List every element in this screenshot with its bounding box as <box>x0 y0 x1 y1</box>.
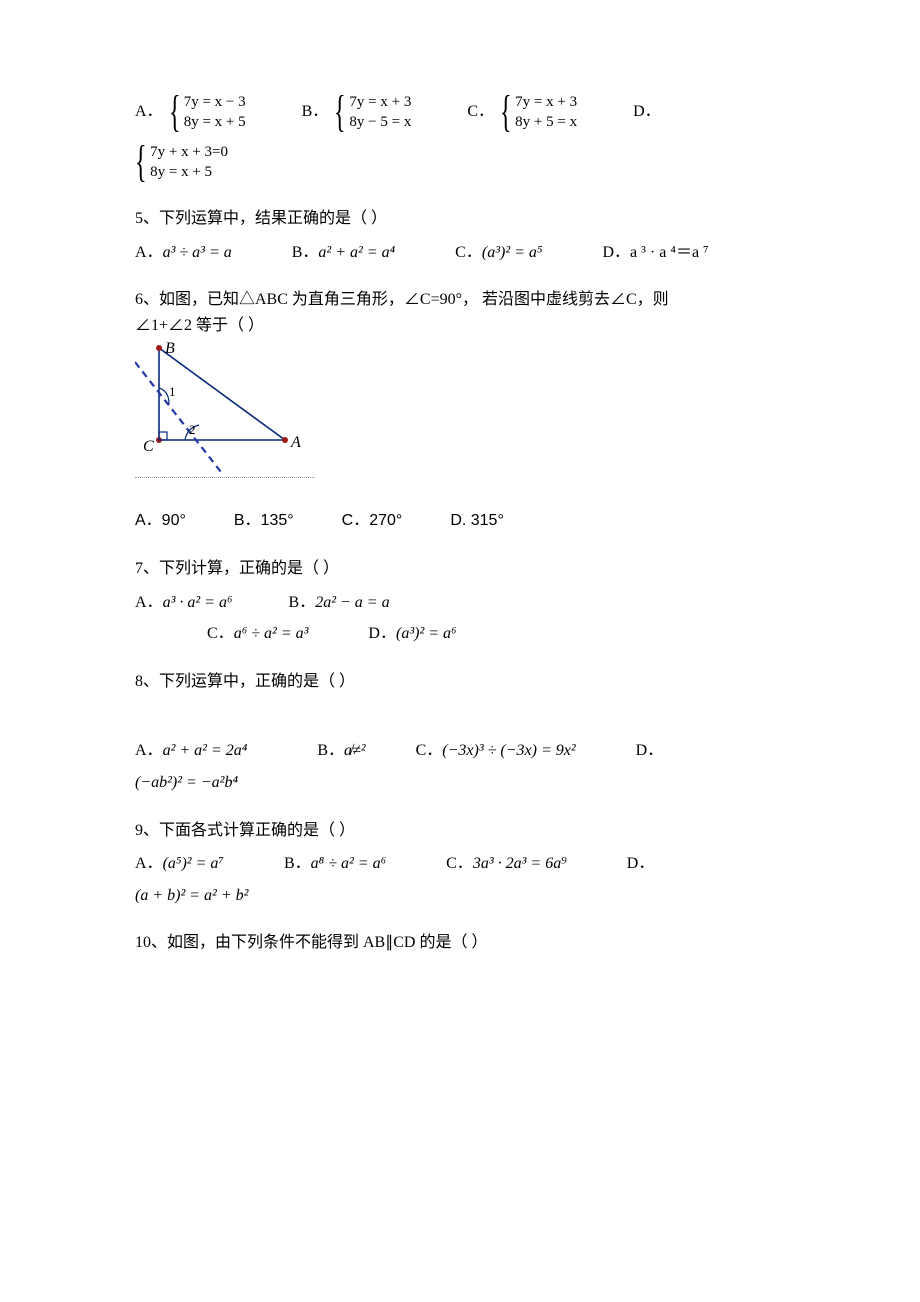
q9-d-label: D． <box>627 851 655 877</box>
q6-angle2: 2 <box>189 420 196 441</box>
q4-opt-d-row: { 7y + x + 3=0 8y = x + 5 <box>135 140 785 184</box>
q7-d-math: (a³)² = a⁶ <box>396 621 457 647</box>
q5-c-label: C． <box>455 240 482 266</box>
q6-angle1: 1 <box>169 382 176 403</box>
q8-stem: 8、下列运算中，正确的是（ ） <box>135 669 785 695</box>
q4-a-line1: 7y = x − 3 <box>184 92 246 112</box>
q4-opt-c-label: C． <box>467 99 494 125</box>
q7-row1: A． a³ · a² = a⁶ B． 2a² − a = a <box>135 590 785 616</box>
q4-c-line1: 7y = x + 3 <box>515 92 577 112</box>
q5-c-math: (a³)² = a⁵ <box>482 240 543 266</box>
q7-b-math: 2a² − a = a <box>315 590 389 616</box>
q9-row2: (a + b)² = a² + b² <box>135 883 785 909</box>
q6-stem2: ∠1+∠2 等于（ ） <box>135 313 785 339</box>
q8-b-label: B． <box>317 738 344 764</box>
q6-label-c: C <box>143 434 154 460</box>
q6-stem1: 6、如图，已知△ABC 为直角三角形，∠C=90°， 若沿图中虚线剪去∠C，则 <box>135 287 785 313</box>
q7-row2: C． a⁶ ÷ a² = a³ D． (a³)² = a⁶ <box>135 621 785 647</box>
q7-d-label: D． <box>368 621 396 647</box>
q8-row2: (−ab²)² = −a²b⁴ <box>135 770 785 796</box>
q8-row1: A． a² + a² = 2a⁴ B． a̸≠² C． (−3x)³ ÷ (−3… <box>135 738 785 764</box>
q9-stem: 9、下面各式计算正确的是（ ） <box>135 818 785 844</box>
q5-stem: 5、下列运算中，结果正确的是（ ） <box>135 206 785 232</box>
q5-b-math: a² + a² = a⁴ <box>318 240 395 266</box>
q8-c-label: C． <box>416 738 443 764</box>
q4-b-line2: 8y − 5 = x <box>349 112 411 132</box>
q8-d-math: (−ab²)² = −a²b⁴ <box>135 770 238 796</box>
q8-d-label: D． <box>636 738 664 764</box>
q8-c-math: (−3x)³ ÷ (−3x) = 9x² <box>442 738 575 764</box>
q7-a-math: a³ · a² = a⁶ <box>163 590 233 616</box>
q9-b-math: a⁸ ÷ a² = a⁶ <box>311 851 387 877</box>
q5-d-text: a ³ · a ⁴＝a ⁷ <box>630 240 709 266</box>
q4-opt-d-system: { 7y + x + 3=0 8y = x + 5 <box>135 140 228 184</box>
q9-c-label: C． <box>446 851 473 877</box>
q6-label-a: A <box>291 430 301 456</box>
q4-options-row: A． { 7y = x − 3 8y = x + 5 B． { 7y = x +… <box>135 90 785 134</box>
q8-a-math: a² + a² = 2a⁴ <box>163 738 248 764</box>
q6-opt-b: B．135° <box>234 508 294 534</box>
q4-opt-b-label: B． <box>302 99 329 125</box>
q4-d-line2: 8y = x + 5 <box>150 162 228 182</box>
q10-stem: 10、如图，由下列条件不能得到 AB∥CD 的是（ ） <box>135 930 785 956</box>
q7-a-label: A． <box>135 590 163 616</box>
q6-opt-a: A．90° <box>135 508 186 534</box>
q7-c-math: a⁶ ÷ a² = a³ <box>234 621 309 647</box>
q4-opt-c-system: { 7y = x + 3 8y + 5 = x <box>500 90 577 134</box>
q4-b-line1: 7y = x + 3 <box>349 92 411 112</box>
q4-opt-d-label: D． <box>633 99 661 125</box>
q7-stem: 7、下列计算，正确的是（ ） <box>135 556 785 582</box>
q4-opt-b-system: { 7y = x + 3 8y − 5 = x <box>334 90 411 134</box>
q9-c-math: 3a³ · 2a³ = 6a⁹ <box>473 851 567 877</box>
q9-a-math: (a⁵)² = a⁷ <box>163 851 224 877</box>
q5-b-label: B． <box>292 240 319 266</box>
q4-opt-a-system: { 7y = x − 3 8y = x + 5 <box>169 90 246 134</box>
q6-diagram: B C A 1 2 <box>135 342 305 472</box>
q6-options: A．90° B．135° C．270° D. 315° <box>135 508 785 534</box>
q4-opt-a-label: A． <box>135 99 163 125</box>
q7-c-label: C． <box>207 621 234 647</box>
q5-a-math: a³ ÷ a³ = a <box>163 240 232 266</box>
q4-d-line1: 7y + x + 3=0 <box>150 142 228 162</box>
q6-opt-c: C．270° <box>342 508 403 534</box>
q6-separator <box>135 476 315 478</box>
q9-row1: A． (a⁵)² = a⁷ B． a⁸ ÷ a² = a⁶ C． 3a³ · 2… <box>135 851 785 877</box>
q4-c-line2: 8y + 5 = x <box>515 112 577 132</box>
q6-opt-d: D. 315° <box>450 508 504 534</box>
q5-d-label: D． <box>602 240 630 266</box>
q9-a-label: A． <box>135 851 163 877</box>
page: A． { 7y = x − 3 8y = x + 5 B． { 7y = x +… <box>0 0 920 1302</box>
q4-a-line2: 8y = x + 5 <box>184 112 246 132</box>
q9-d-math: (a + b)² = a² + b² <box>135 883 248 909</box>
q9-b-label: B． <box>284 851 311 877</box>
q8-a-label: A． <box>135 738 163 764</box>
q5-options: A． a³ ÷ a³ = a B． a² + a² = a⁴ C． (a³)² … <box>135 240 785 266</box>
q5-a-label: A． <box>135 240 163 266</box>
q7-b-label: B． <box>289 590 316 616</box>
q8-b-scribble: a̸≠² <box>344 738 366 764</box>
q6-label-b: B <box>165 336 175 362</box>
